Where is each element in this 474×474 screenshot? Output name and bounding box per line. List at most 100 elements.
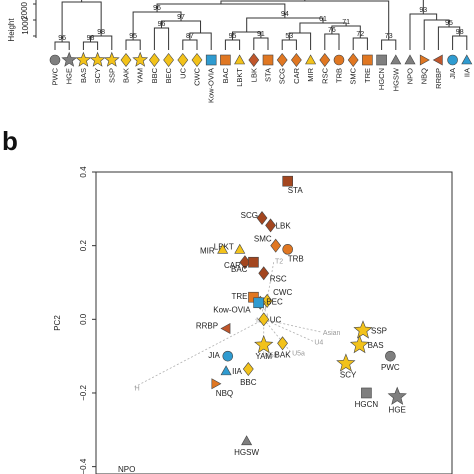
haplogroup-label-u5b: U5b — [265, 352, 278, 359]
pca-point-label-scg: SCG — [241, 211, 258, 220]
pca-point-label-hge: HGE — [389, 406, 406, 415]
tree-branch — [125, 39, 141, 50]
leaf-symbol-mir — [305, 54, 317, 65]
pca-point-bas — [349, 334, 370, 354]
tree-branch — [324, 33, 340, 50]
haplogroup-label-asian: Asian — [323, 330, 341, 337]
haplogroup-vector-u4 — [263, 318, 314, 342]
leaf-label-scy: SCY — [93, 68, 102, 83]
y-tick-label-1000: 1000 — [21, 16, 30, 34]
leaf-symbol-cwc — [191, 53, 203, 67]
pca-point-label-bac: BAC — [231, 265, 248, 274]
dendrogram-node-labels: 9898969596879796959153767271619473969895… — [58, 0, 463, 42]
leaf-label-cwc: CWC — [193, 67, 202, 85]
node-support-label: 76 — [328, 27, 336, 34]
pca-point-label-bbc: BBC — [240, 378, 257, 387]
haplogroup-label-n: N — [256, 317, 261, 324]
pca-point-bac — [248, 256, 259, 268]
leaf-label-scg: SCG — [278, 68, 287, 84]
leaf-symbol-bak — [120, 53, 132, 67]
node-support-label: 71 — [342, 19, 350, 26]
pca-point-label-kow-ovia: Kow-OVIA — [213, 306, 251, 315]
leaf-label-sta: STA — [264, 68, 273, 82]
leaf-label-iia: IIA — [462, 68, 471, 77]
pca-point-label-sta: STA — [288, 186, 304, 195]
leaf-label-ssp: SSP — [107, 68, 116, 83]
leaf-label-bec: BEC — [164, 67, 173, 83]
node-support-label: 61 — [319, 16, 327, 23]
pca-corner-label: NPO — [118, 465, 135, 474]
tree-branch — [54, 41, 70, 50]
tree-branch — [452, 35, 468, 50]
pca-point-scy — [336, 353, 356, 372]
leaf-symbol-hgcn — [376, 54, 387, 66]
leaf-label-lbkt: LBKT — [235, 68, 244, 87]
pca-point-scg — [256, 211, 268, 226]
leaf-symbol-car — [291, 53, 302, 67]
pca-point-lbk — [265, 218, 276, 233]
panel-b-letter: b — [2, 126, 18, 156]
node-support-label: 98 — [87, 35, 95, 42]
leaf-label-rrbp: RRBP — [434, 68, 443, 89]
leaf-label-mir: MIR — [306, 67, 315, 81]
leaf-symbol-hge — [61, 51, 78, 67]
leaf-symbol-lbkt — [234, 54, 246, 65]
dendrogram-leaves: PWC HGE BAS SCY SSP BAK YAM BBC BEC UC CWC Kow-OVIA… — [49, 51, 473, 103]
pca-point-label-iia: IIA — [232, 367, 242, 376]
haplogroup-vector-h — [133, 318, 264, 388]
leaf-symbol-pwc — [49, 54, 61, 66]
leaf-symbol-ssp — [103, 51, 120, 67]
pca-point-jia — [222, 350, 234, 362]
node-support-label: 73 — [385, 33, 393, 40]
tree-branch — [224, 39, 241, 50]
haplogroup-vector-asian — [263, 318, 323, 333]
pca-point-label-bec: BEC — [266, 298, 283, 307]
leaf-symbol-scy — [89, 51, 106, 67]
pca-point-label-cwc: CWC — [273, 288, 292, 297]
leaf-label-hgsw: HGSW — [391, 67, 400, 91]
pca-point-nbq — [211, 378, 222, 390]
pca-point-label-trb: TRB — [288, 254, 304, 263]
pca-y-label: PC2 — [53, 315, 62, 331]
leaf-label-uc: UC — [178, 67, 187, 78]
node-support-label: 72 — [356, 31, 364, 38]
leaf-symbol-nbq — [419, 54, 430, 66]
leaf-symbol-bas — [75, 51, 92, 67]
leaf-label-hge: HGE — [65, 68, 74, 84]
tree-branch — [253, 37, 269, 50]
node-support-label: 93 — [419, 7, 427, 14]
pca-point-label-hgcn: HGCN — [355, 400, 379, 409]
leaf-symbol-sta — [262, 54, 274, 66]
leaf-symbol-iia — [461, 54, 473, 65]
tree-branch — [409, 13, 438, 50]
pca-point-label-jia: JIA — [208, 351, 220, 360]
pca-point-lbkt — [234, 243, 246, 254]
pca-point-smc — [270, 238, 282, 253]
leaf-symbol-rsc — [319, 53, 331, 67]
pca-point-iia — [220, 365, 232, 376]
pca-point-trb — [282, 244, 293, 255]
pca-point-label-uc: UC — [270, 315, 282, 324]
node-support-label: 96 — [158, 21, 166, 28]
haplogroup-label-j: J — [263, 304, 267, 311]
leaf-symbol-trb — [333, 54, 345, 66]
tree-branch — [352, 37, 368, 50]
leaf-symbol-kow-ovia — [205, 54, 217, 66]
leaf-label-yam: YAM — [136, 68, 145, 84]
pca-panel: PC2 0.40.20.0−0.2−0.4 T2U5aU5bU4AsianHUN… — [53, 166, 453, 474]
pca-point-hge — [387, 386, 407, 405]
leaf-label-rsc: RSC — [320, 67, 329, 83]
node-support-label: 97 — [177, 14, 185, 21]
pca-point-sta — [282, 175, 293, 187]
haplogroup-label-u4: U4 — [314, 339, 323, 346]
node-support-label: 94 — [281, 11, 289, 18]
leaf-label-trb: TRB — [335, 68, 344, 83]
haplogroup-vector-u5a — [263, 319, 292, 353]
pca-point-label-yam: YAM — [255, 352, 272, 361]
pca-point-label-scy: SCY — [340, 371, 357, 380]
tree-branch — [82, 41, 99, 50]
pca-point-pwc — [385, 350, 396, 362]
leaf-symbol-lbk — [248, 53, 260, 67]
pca-point-hgsw — [241, 435, 253, 446]
